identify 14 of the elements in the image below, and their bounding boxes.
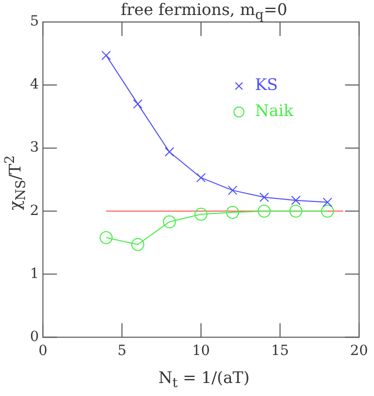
chart-title: free fermions, m$_{q}$=0	[120, 0, 288, 24]
x-tick-label: 15	[271, 343, 289, 360]
y-tick-label: 2	[30, 202, 39, 219]
y-tick-label: 5	[30, 14, 39, 30]
legend-label: Naik	[254, 101, 294, 120]
y-tick-label: 3	[30, 140, 39, 156]
legend-label: KS	[254, 75, 278, 94]
x-tick-label: 5	[117, 343, 126, 360]
x-tick-label: 10	[192, 343, 210, 360]
x-tick-label: 20	[350, 343, 368, 360]
y-tick-label: 4	[30, 76, 39, 93]
y-tick-label: 0	[30, 328, 39, 345]
y-tick-label: 1	[30, 266, 39, 282]
x-axis-title: N$_{t}$ = 1/(aT)	[157, 368, 251, 392]
